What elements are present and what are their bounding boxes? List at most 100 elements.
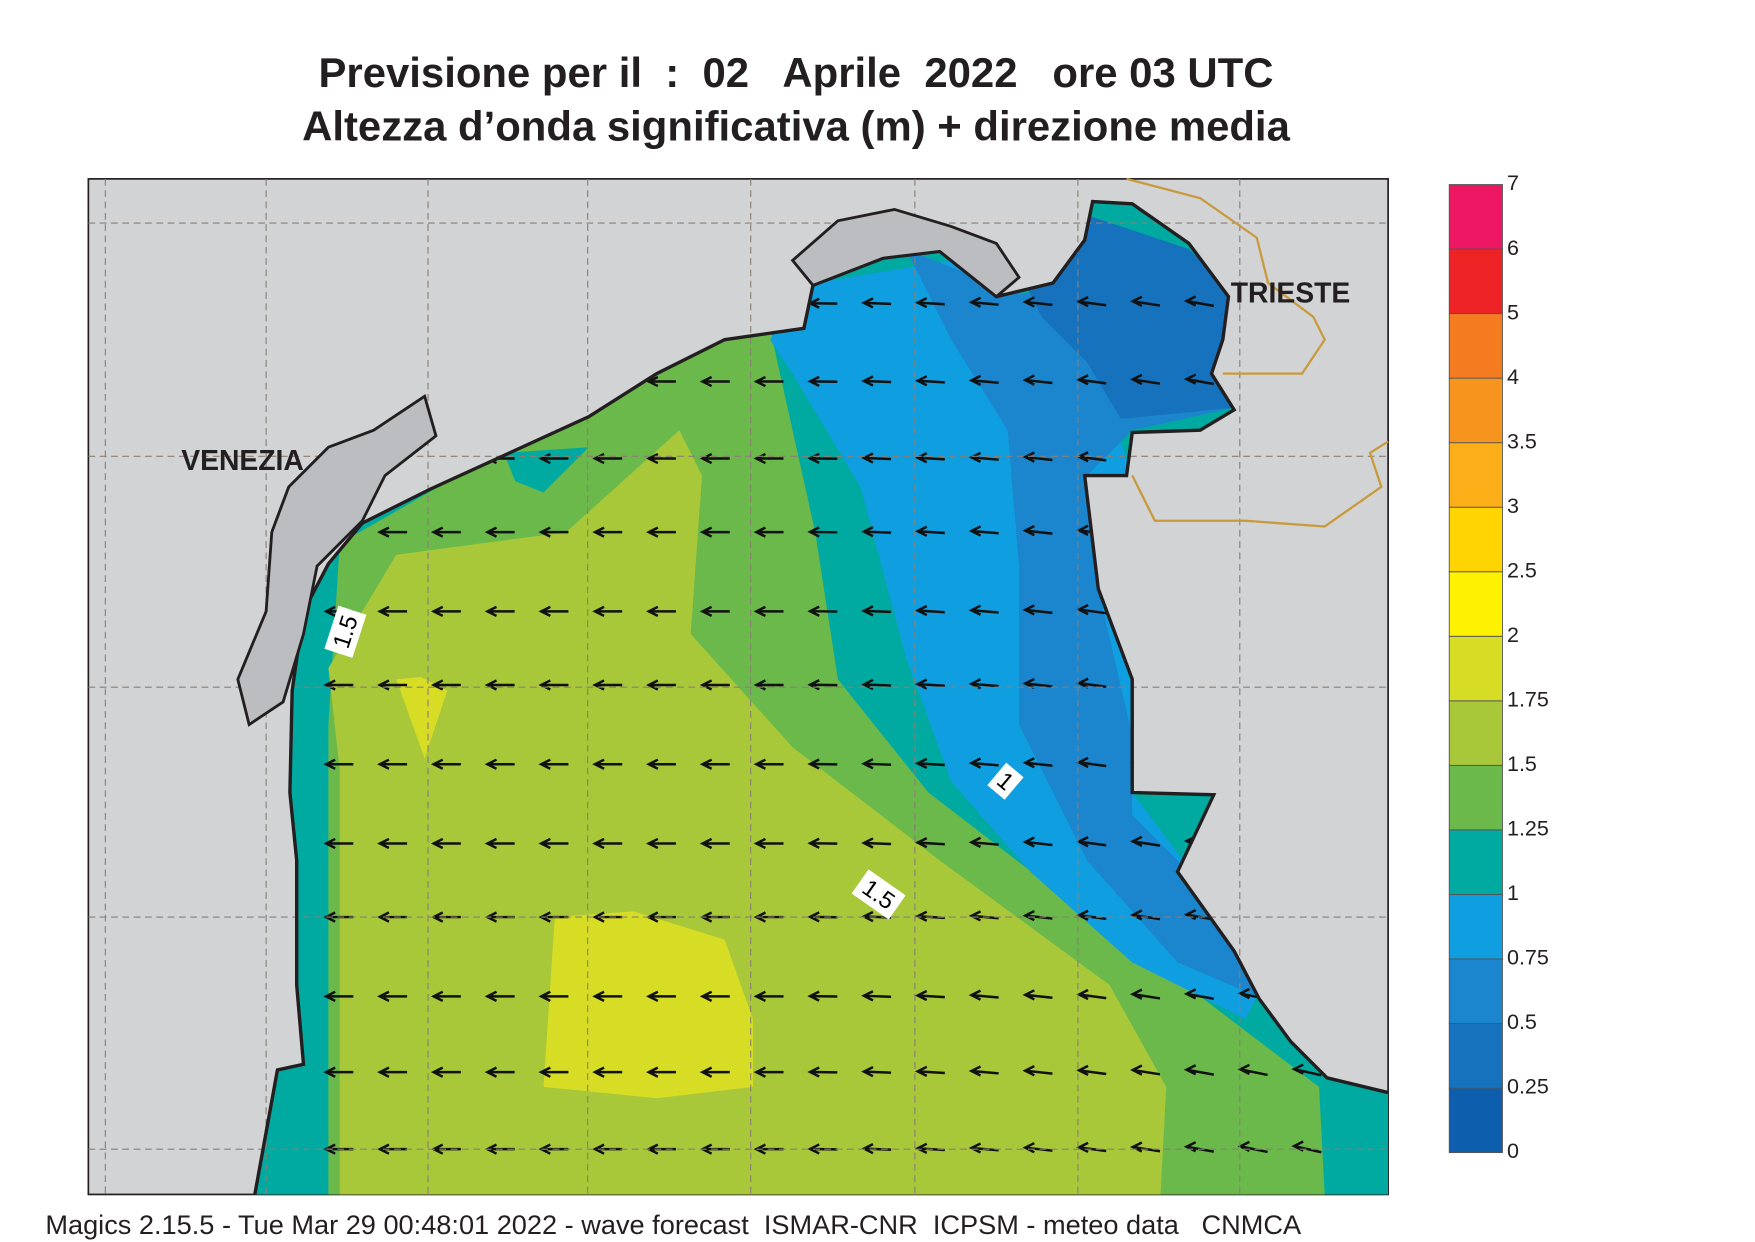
colorbar-label: 3 xyxy=(1507,494,1519,518)
wave-arrow xyxy=(914,604,945,617)
wave-arrow xyxy=(861,1066,892,1078)
wave-arrow xyxy=(646,375,676,388)
wave-arrow xyxy=(1237,1063,1268,1077)
color-box xyxy=(1448,829,1503,895)
colorbar-label: 0.25 xyxy=(1507,1075,1549,1099)
wave-arrow xyxy=(592,837,623,850)
footer: Magics 2.15.5 - Tue Mar 29 00:48:01 2022… xyxy=(45,1209,1302,1240)
wave-arrow xyxy=(699,452,730,465)
wave-arrow xyxy=(538,526,569,538)
wave-arrow xyxy=(914,836,945,849)
wave-arrow xyxy=(1076,1064,1107,1077)
wave-arrow xyxy=(538,837,569,850)
wave-arrow xyxy=(753,375,784,388)
wave-arrow xyxy=(646,452,676,465)
wave-arrow xyxy=(484,758,515,770)
wave-arrow xyxy=(861,297,892,309)
color-box xyxy=(1448,1087,1503,1154)
wave-arrow xyxy=(377,837,408,850)
wave-arrow xyxy=(646,526,676,538)
label-box xyxy=(851,869,906,920)
wave-arrow xyxy=(592,1066,623,1078)
wave-arrow xyxy=(377,990,408,1002)
wave-arrow xyxy=(1076,836,1107,848)
colorbar-label: 5 xyxy=(1507,300,1519,324)
wave-arrow xyxy=(914,296,945,309)
wave-arrow xyxy=(1022,451,1053,463)
wave-arrow xyxy=(807,452,838,464)
colorbar-label: 2 xyxy=(1507,623,1519,647)
color-box xyxy=(1448,700,1503,766)
wave-arrow xyxy=(592,452,623,465)
wave-arrow xyxy=(807,837,838,849)
wave-arrow xyxy=(968,296,999,308)
color-box xyxy=(1448,442,1503,508)
wave-arrow xyxy=(1130,988,1161,1000)
colorbar-label: 7 xyxy=(1507,171,1519,195)
wave-arrow xyxy=(323,990,354,1002)
wave-arrow xyxy=(1076,603,1107,616)
wave-arrow xyxy=(430,837,461,850)
wave-arrow xyxy=(753,837,784,850)
wave-arrow xyxy=(646,837,676,850)
wave-arrow xyxy=(1076,756,1107,769)
colorbar-label: 6 xyxy=(1507,236,1519,260)
wave-arrow xyxy=(968,989,999,1001)
color-box xyxy=(1448,958,1503,1024)
wave-arrow xyxy=(323,758,354,770)
wave-arrow xyxy=(861,375,892,387)
wave-arrow xyxy=(914,678,945,690)
colorbar: 0 0.25 0.5 0.75 1 1.25 1.5 1.75 2 2.5 3 3.5 4 5 6 7 xyxy=(1448,171,1549,1163)
wave-arrow xyxy=(753,990,784,1002)
wave-arrow xyxy=(861,452,892,464)
lagoon xyxy=(236,207,1021,727)
wave-arrow xyxy=(646,1066,676,1078)
wave-arrow xyxy=(968,525,999,537)
wave-arrow xyxy=(430,526,461,538)
colorbar-label: 1.25 xyxy=(1507,817,1549,841)
wave-arrow xyxy=(914,375,945,387)
wave-arrow xyxy=(861,605,892,617)
wave-arrow xyxy=(699,837,730,850)
wave-arrow xyxy=(1183,988,1214,1000)
wave-arrow xyxy=(861,758,892,770)
wave-arrow xyxy=(592,758,623,770)
title: Previsione per il : 02 Aprile 2022 ore 0… xyxy=(318,49,1273,96)
wave-arrow xyxy=(1022,1065,1053,1077)
wave-arrow xyxy=(699,605,730,618)
wave-arrow xyxy=(968,757,999,769)
wave-arrow xyxy=(538,605,569,618)
wave-arrow xyxy=(914,525,945,537)
wave-arrow xyxy=(968,604,999,616)
colorbar-label: 4 xyxy=(1507,365,1519,389)
colorbar-label: 1 xyxy=(1507,881,1519,905)
wave-arrow xyxy=(914,1065,945,1077)
wave-arrow xyxy=(914,757,945,770)
colorbar-label: 1.5 xyxy=(1507,752,1537,776)
wave-arrow xyxy=(753,605,784,618)
wave-arrow xyxy=(430,605,461,618)
wave-arrow xyxy=(1076,374,1107,386)
wave-arrow xyxy=(1022,677,1053,690)
wave-arrow xyxy=(699,758,730,770)
color-box xyxy=(1448,184,1503,250)
wave-arrow xyxy=(968,836,999,848)
wave-arrow xyxy=(484,837,515,850)
wave-arrow xyxy=(430,990,461,1002)
wave-arrow xyxy=(377,526,408,538)
colorbar-label: 0.75 xyxy=(1507,946,1549,970)
colorbar-label: 0 xyxy=(1507,1139,1519,1163)
wave-arrow xyxy=(484,526,515,538)
wave-arrow xyxy=(1076,295,1107,308)
wave-arrow xyxy=(377,679,408,691)
wave-arrow xyxy=(484,990,515,1002)
wave-arrow xyxy=(1130,373,1161,386)
zone xyxy=(328,430,1167,1195)
wave-arrow xyxy=(1076,1141,1107,1154)
wave-arrow xyxy=(861,525,892,538)
wave-arrow xyxy=(807,1066,838,1078)
wave-arrow xyxy=(1130,295,1161,307)
wave-arrow xyxy=(1183,1064,1214,1076)
wave-arrow xyxy=(807,526,838,538)
city-label: TRIESTE xyxy=(1231,276,1351,308)
